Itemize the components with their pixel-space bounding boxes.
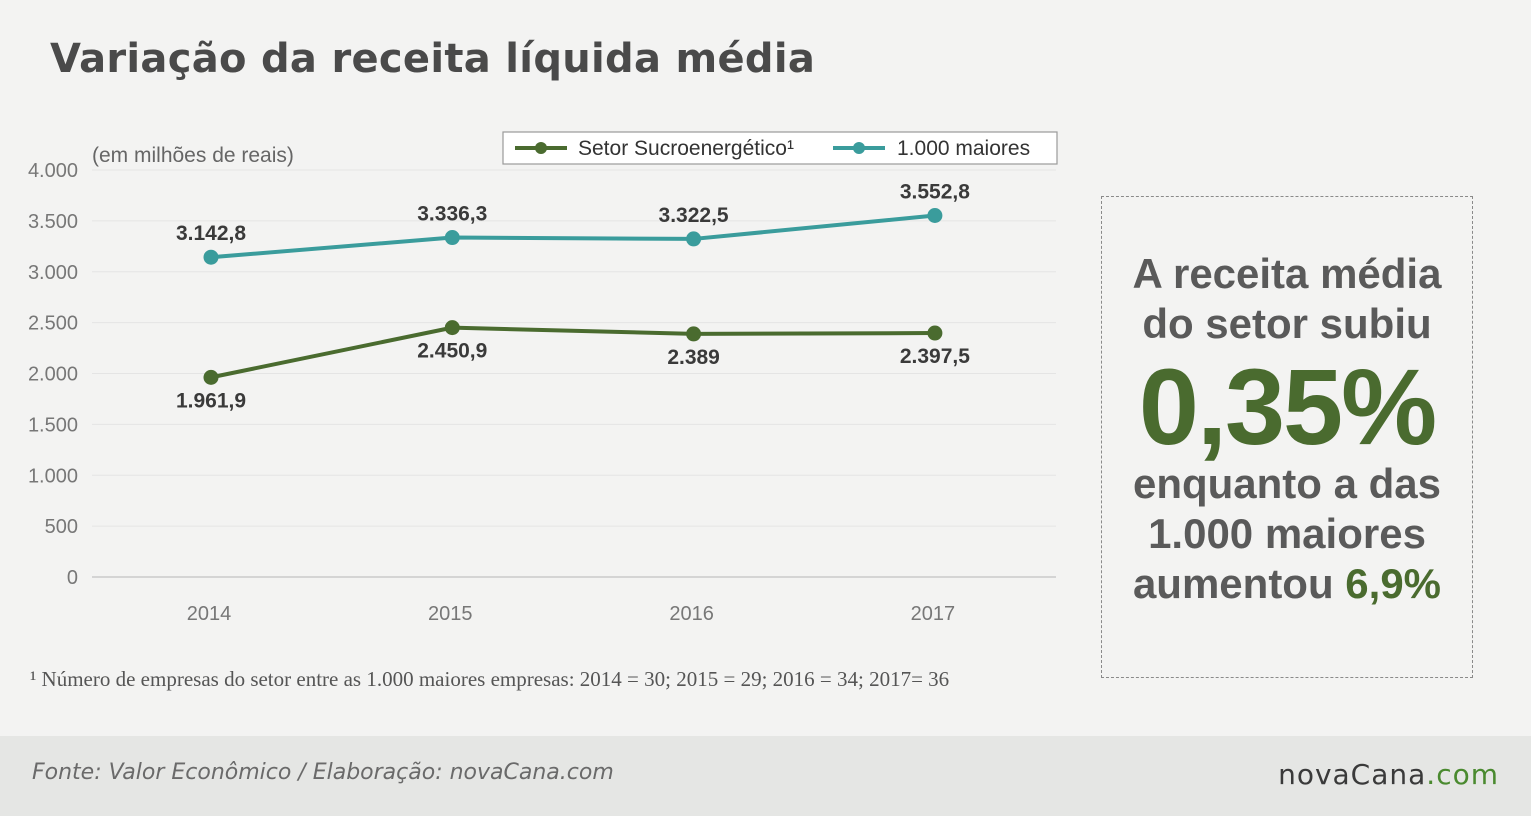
y-tick-label: 3.000 [28, 262, 78, 284]
data-label: 3.322,5 [659, 204, 729, 227]
data-label: 3.142,8 [176, 222, 246, 245]
y-tick-label: 4.000 [28, 160, 78, 182]
highlight-line-5: aumentou 6,9% [1102, 559, 1472, 609]
highlight-line-5-value: 6,9% [1345, 560, 1442, 607]
data-point [444, 230, 460, 246]
legend-swatch-marker [535, 142, 547, 154]
series-setor-sucroenergetico: 1.961,9 2.450,9 2.389 2.397,5 [176, 320, 970, 412]
legend-label: 1.000 maiores [897, 137, 1030, 160]
brand-logo: novaCana.com [1278, 758, 1499, 791]
data-point [686, 326, 702, 342]
y-tick-label: 3.500 [28, 211, 78, 233]
data-point [927, 325, 943, 341]
line-chart: (em milhões de reais) 0 500 1.000 1.500 2.00… [28, 131, 1058, 625]
y-tick-label: 0 [67, 567, 78, 589]
data-label: 3.336,3 [417, 203, 487, 226]
data-label: 1.961,9 [176, 389, 246, 412]
x-tick-label: 2014 [187, 603, 232, 625]
series-line [210, 325, 935, 380]
footnote: ¹ Número de empresas do setor entre as 1… [30, 667, 950, 691]
y-axis-unit-label: (em milhões de reais) [92, 144, 294, 167]
highlight-line-5-prefix: aumentou [1132, 560, 1346, 607]
brand-suffix: .com [1426, 758, 1499, 791]
y-tick-label: 1.500 [28, 414, 78, 436]
series-layer: 1.961,9 2.450,9 2.389 2.397,5 3.142,8 3.336,3… [176, 181, 970, 413]
x-tick-label: 2015 [428, 603, 473, 625]
data-label: 2.450,9 [417, 340, 487, 363]
data-point [444, 320, 460, 336]
y-tick-label: 500 [45, 516, 78, 538]
legend-label: Setor Sucroenergético¹ [578, 137, 794, 160]
highlight-line-3: enquanto a das [1132, 460, 1442, 507]
y-tick-label: 2.500 [28, 313, 78, 335]
legend-box [502, 131, 1058, 165]
footer: Fonte: Valor Econômico / Elaboração: nov… [0, 736, 1531, 816]
x-axis: 2014 2015 2016 2017 [187, 603, 955, 625]
highlight-line-2: do setor subiu [1142, 300, 1432, 347]
highlight-box: A receita média do setor subiu 0,35% enq… [1101, 196, 1473, 678]
data-label: 3.552,8 [900, 181, 970, 204]
data-point [203, 249, 219, 265]
data-point [686, 231, 702, 247]
chart-title: Variação da receita líquida média [50, 36, 816, 82]
y-tick-label: 1.000 [28, 465, 78, 487]
data-point [927, 208, 943, 224]
data-label: 2.397,5 [900, 345, 970, 368]
y-axis: 0 500 1.000 1.500 2.000 2.500 3.000 3.500 4.000 [28, 160, 78, 589]
highlight-line-1: A receita média [1132, 250, 1442, 297]
legend-swatch-marker [853, 142, 865, 154]
x-tick-label: 2017 [911, 603, 956, 625]
highlight-big-value: 0,35% [1138, 346, 1437, 467]
highlight-line-4: 1.000 maiores [1148, 510, 1426, 557]
source-text: Fonte: Valor Econômico / Elaboração: nov… [32, 760, 614, 785]
y-tick-label: 2.000 [28, 364, 78, 386]
x-tick-label: 2016 [669, 603, 714, 625]
data-label: 2.389 [667, 346, 720, 369]
legend: Setor Sucroenergético¹ 1.000 maiores [502, 131, 1058, 165]
brand-name: novaCana [1278, 758, 1427, 791]
data-point [203, 369, 219, 385]
series-1000-maiores: 3.142,8 3.336,3 3.322,5 3.552,8 [176, 181, 970, 265]
series-line [210, 213, 936, 260]
